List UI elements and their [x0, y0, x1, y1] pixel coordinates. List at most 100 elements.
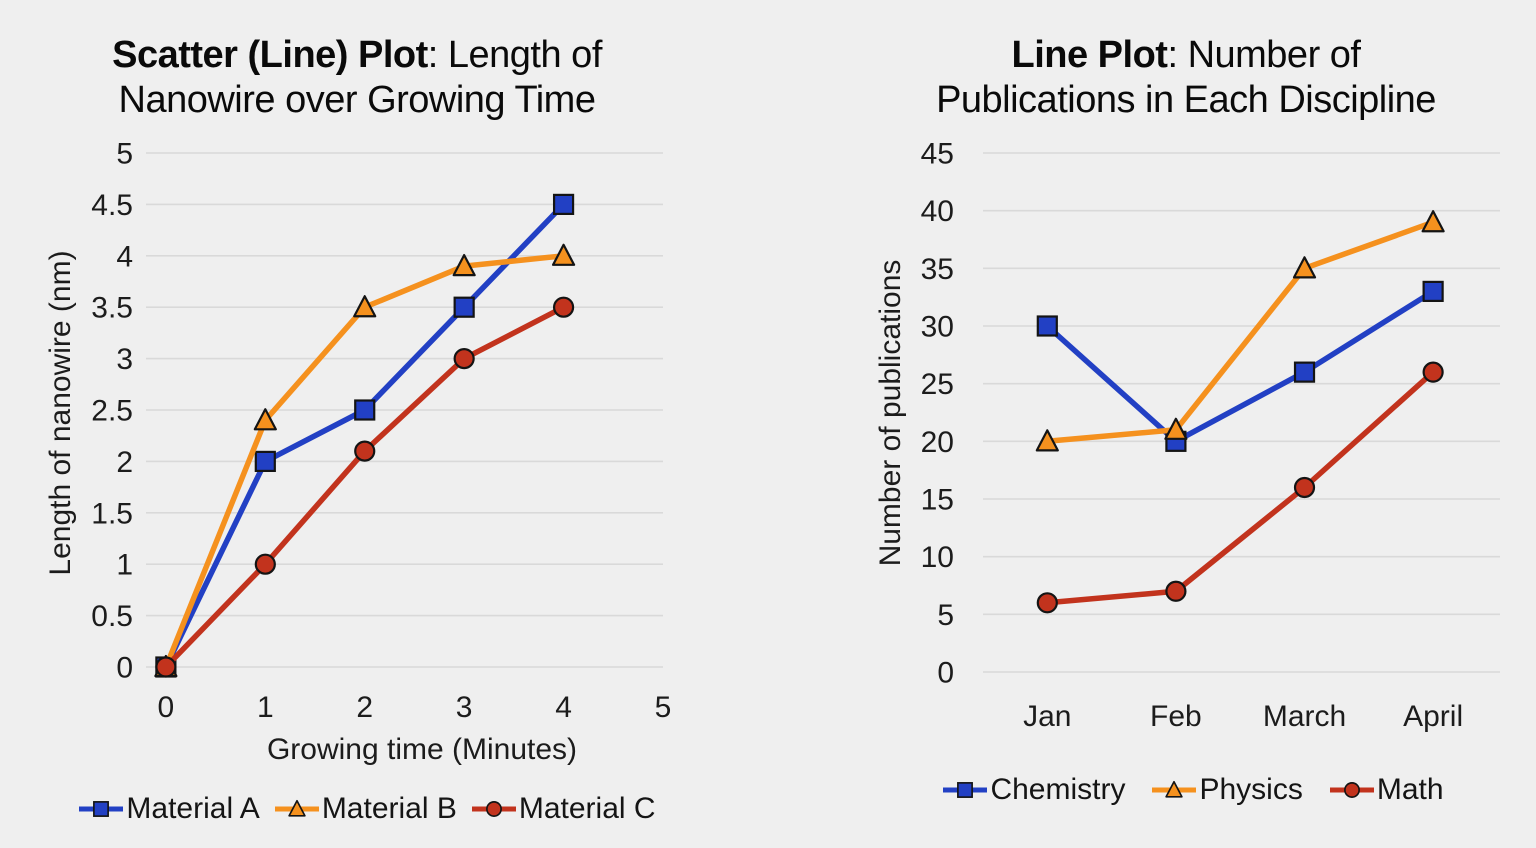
square-legend-swatch-icon	[943, 782, 988, 798]
y-tick-label: 20	[921, 426, 954, 459]
data-marker-material-a	[254, 450, 276, 472]
data-marker-material-c	[155, 656, 177, 678]
nanowire-y-axis-label: Length of nanowire (nm)	[44, 250, 77, 576]
legend-marker-shape	[957, 782, 974, 798]
y-tick-label: 15	[921, 484, 954, 517]
nanowire-plot-area: 5 4.5 4 3.5 3 2.5 2 1.5 1 0.5 00 1 2 3 4 5	[91, 138, 672, 725]
nanowire-legend: Material A Material B Material C	[0, 792, 734, 826]
x-tick-label: March	[1263, 700, 1346, 733]
y-tick-label: 3.5	[91, 292, 133, 325]
y-tick-label: 45	[921, 138, 954, 171]
y-tick-label: 4.5	[91, 189, 133, 222]
data-marker-material-a	[453, 296, 475, 318]
data-marker-material-b	[452, 253, 476, 277]
publications-plot-area: 45 40 35 30 25 20 15 10 5 0 Jan Feb March April	[921, 138, 1500, 733]
data-marker-math	[1036, 592, 1058, 614]
data-marker-material-a	[354, 399, 376, 421]
data-marker-chemistry	[1422, 280, 1444, 302]
y-tick-label: 3	[116, 343, 133, 376]
legend-marker-shape	[1343, 782, 1360, 798]
circle-legend-swatch-icon	[1329, 782, 1374, 798]
legend-label: Material B	[321, 792, 457, 825]
y-tick-label: 0	[937, 657, 954, 690]
x-tick-label: Feb	[1150, 700, 1202, 733]
y-tick-label: 30	[921, 311, 954, 344]
data-marker-physics	[1292, 256, 1317, 279]
legend-item-physics: Physics	[1151, 773, 1303, 807]
data-marker-physics	[1035, 429, 1059, 452]
chart-title-bold: Line Plot	[1011, 34, 1168, 76]
y-tick-label: 40	[921, 195, 954, 228]
y-tick-label: 10	[921, 541, 954, 574]
circle-legend-swatch-icon	[471, 801, 516, 817]
legend-item-material-b: Material B	[274, 792, 457, 826]
y-tick-label: 1	[116, 549, 133, 582]
data-marker-math	[1165, 580, 1187, 602]
legend-item-math: Math	[1329, 773, 1444, 807]
triangle-legend-swatch-icon	[1152, 780, 1197, 798]
y-tick-label: 25	[921, 368, 954, 401]
nanowire-chart-title: Scatter (Line) Plot: Length of Nanowire …	[12, 33, 702, 123]
y-tick-label: 0	[116, 652, 133, 685]
y-tick-label: 5	[116, 138, 133, 171]
nanowire-x-axis-label: Growing time (Minutes)	[266, 733, 578, 766]
data-marker-material-c	[453, 348, 475, 370]
y-tick-label: 1.5	[91, 497, 133, 530]
legend-label: Material A	[126, 792, 260, 825]
series-line-material-c	[163, 304, 567, 670]
publications-y-axis-label: Number of publications	[874, 259, 907, 567]
y-tick-label: 5	[937, 599, 954, 632]
data-marker-material-b	[353, 295, 377, 318]
legend-item-material-c: Material C	[471, 792, 656, 826]
data-marker-material-c	[552, 296, 575, 318]
x-tick-label: April	[1403, 700, 1463, 733]
data-marker-physics	[1421, 210, 1445, 233]
legend-label: Chemistry	[990, 773, 1126, 806]
chart-title-rest: : Number of Publications in Each Discipl…	[936, 34, 1436, 121]
legend-marker-shape	[93, 801, 110, 817]
publications-chart: 45 40 35 30 25 20 15 10 5 0 Jan Feb March April Line …	[768, 0, 1536, 848]
series-line-chemistry	[1044, 288, 1436, 445]
legend-marker-shape	[485, 801, 502, 817]
y-tick-label: 2	[116, 446, 133, 479]
chart-title-bold: Scatter (Line) Plot	[112, 34, 428, 76]
data-marker-material-b	[253, 408, 277, 431]
series-line-physics	[1044, 219, 1436, 445]
series-line-math	[1044, 369, 1436, 606]
data-marker-material-c	[254, 553, 276, 575]
triangle-legend-swatch-icon	[274, 799, 319, 817]
data-marker-math	[1293, 476, 1316, 499]
data-marker-material-a	[552, 193, 575, 215]
legend-item-chemistry: Chemistry	[942, 773, 1125, 807]
data-marker-material-b	[551, 243, 576, 266]
square-legend-swatch-icon	[79, 801, 124, 817]
legend-marker-shape	[288, 799, 306, 817]
x-tick-label: 0	[158, 691, 175, 724]
x-tick-label: 4	[555, 691, 572, 724]
data-marker-math	[1422, 361, 1444, 383]
publications-chart-title: Line Plot: Number of Publications in Eac…	[838, 33, 1534, 123]
data-marker-physics	[1164, 417, 1188, 440]
chart-title-rest: : Length of Nanowire over Growing Time	[118, 34, 603, 121]
x-tick-label: 5	[655, 691, 672, 724]
nanowire-chart: 5 4.5 4 3.5 3 2.5 2 1.5 1 0.5 0 0 1 2 3 4 5 Scatter (Lin…	[0, 33, 734, 826]
data-marker-chemistry	[1036, 315, 1058, 337]
data-marker-chemistry	[1293, 361, 1316, 383]
x-tick-label: 2	[356, 691, 373, 724]
x-tick-label: Jan	[1023, 700, 1071, 733]
legend-label: Material C	[518, 792, 656, 825]
y-tick-label: 0.5	[91, 600, 133, 633]
publications-legend: Chemistry Physics Math	[858, 773, 1528, 807]
y-tick-label: 2.5	[91, 395, 133, 428]
legend-marker-shape	[1165, 780, 1184, 798]
data-marker-material-c	[354, 440, 376, 462]
legend-label: Physics	[1199, 773, 1303, 806]
x-tick-label: 3	[456, 691, 473, 724]
y-tick-label: 4	[116, 240, 133, 273]
legend-label: Math	[1376, 773, 1444, 806]
series-line-material-a	[163, 201, 567, 670]
x-tick-label: 1	[257, 691, 274, 724]
y-tick-label: 35	[921, 253, 954, 286]
legend-item-material-a: Material A	[78, 792, 260, 826]
